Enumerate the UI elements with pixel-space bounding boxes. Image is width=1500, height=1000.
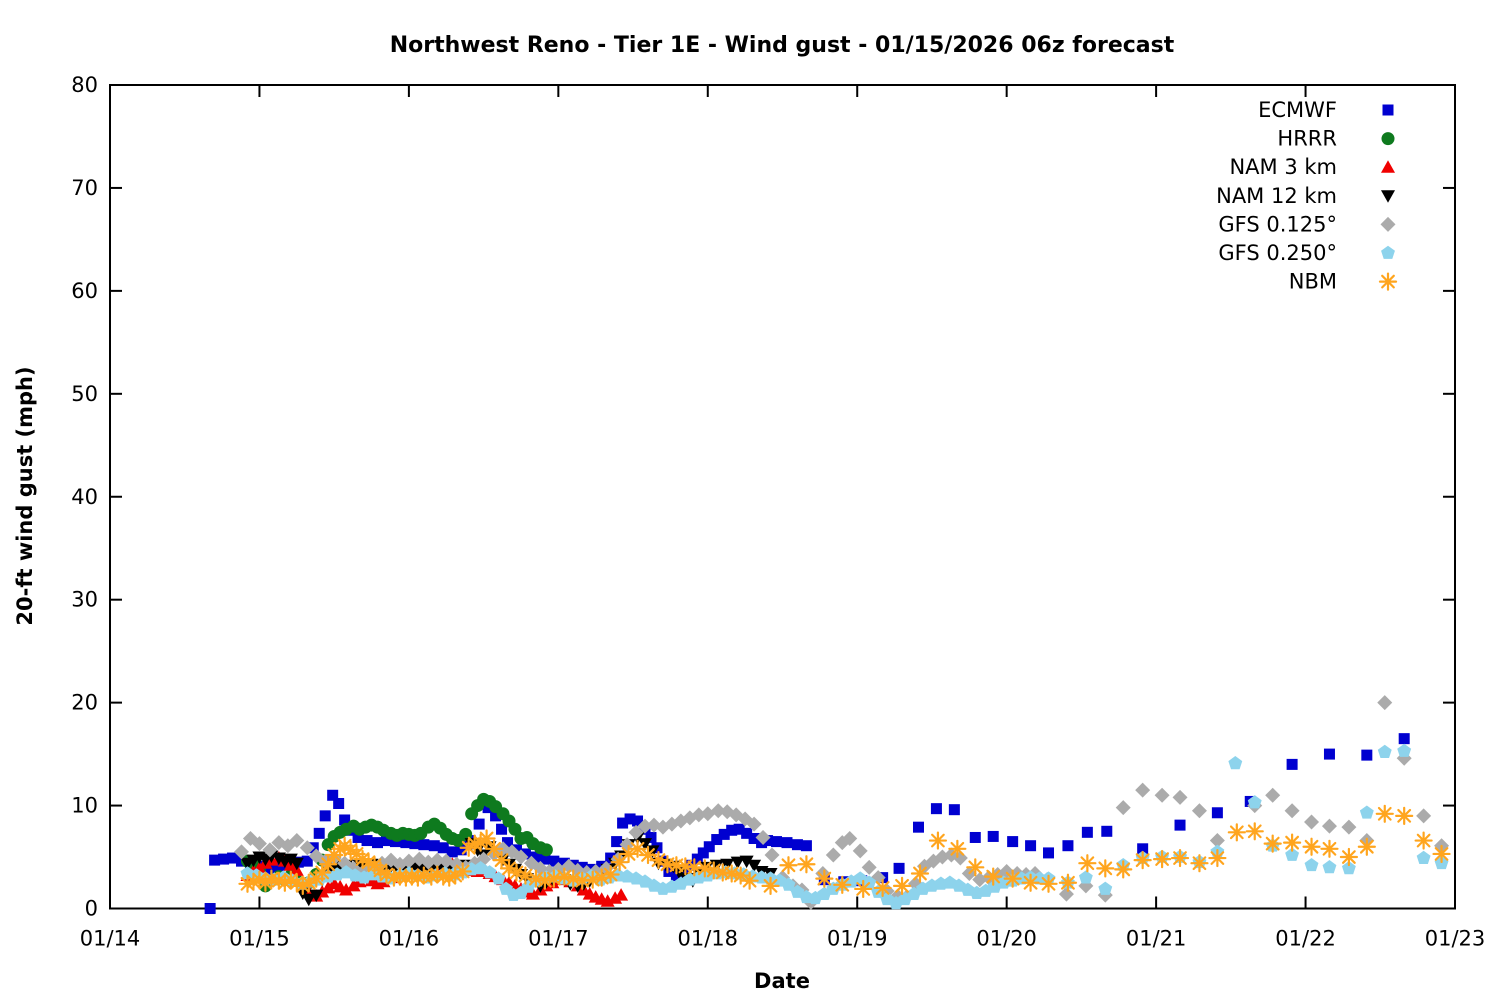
y-tick-label: 40 xyxy=(71,485,98,509)
y-tick-label: 10 xyxy=(71,794,98,818)
legend-label: NBM xyxy=(1289,270,1337,294)
series-nbm xyxy=(238,804,1451,899)
y-tick-label: 20 xyxy=(71,691,98,715)
x-tick-label: 01/22 xyxy=(1275,927,1336,951)
legend-item-gfs-0-125-: GFS 0.125° xyxy=(1218,212,1396,236)
x-tick-label: 01/14 xyxy=(80,927,141,951)
legend-marker-gfs-0-250--icon xyxy=(1381,245,1395,259)
chart-title: Northwest Reno - Tier 1E - Wind gust - 0… xyxy=(390,33,1175,58)
legend-item-nbm: NBM xyxy=(1289,270,1398,294)
legend-marker-hrrr-icon xyxy=(1381,132,1395,146)
legend-label: NAM 12 km xyxy=(1216,184,1337,208)
x-tick-label: 01/15 xyxy=(229,927,290,951)
legend-label: HRRR xyxy=(1277,127,1337,151)
x-tick-label: 01/19 xyxy=(827,927,888,951)
x-tick-label: 01/16 xyxy=(379,927,440,951)
legend-marker-gfs-0-125--icon xyxy=(1380,216,1396,232)
legend-label: NAM 3 km xyxy=(1229,155,1337,179)
x-tick-label: 01/20 xyxy=(976,927,1037,951)
y-tick-label: 80 xyxy=(71,73,98,97)
y-tick-label: 0 xyxy=(85,897,98,921)
legend-item-ecmwf: ECMWF xyxy=(1258,98,1394,122)
y-tick-label: 30 xyxy=(71,588,98,612)
legend: ECMWF HRRR NAM 3 km NAM 12 km GFS 0.125° GFS … xyxy=(1216,98,1398,294)
x-tick-label: 01/23 xyxy=(1425,927,1486,951)
legend-marker-nam-12-km-icon xyxy=(1381,190,1395,203)
legend-label: GFS 0.125° xyxy=(1218,212,1337,236)
x-tick-label: 01/21 xyxy=(1126,927,1187,951)
legend-marker-ecmwf-icon xyxy=(1382,104,1394,116)
y-axis-label: 20-ft wind gust (mph) xyxy=(13,366,37,625)
x-axis-label: Date xyxy=(754,969,810,993)
legend-marker-nam-3-km-icon xyxy=(1381,160,1395,173)
series-points xyxy=(204,695,1451,914)
legend-label: GFS 0.250° xyxy=(1218,241,1337,265)
y-tick-label: 50 xyxy=(71,382,98,406)
y-tick-label: 70 xyxy=(71,176,98,200)
y-tick-label: 60 xyxy=(71,279,98,303)
plot-frame xyxy=(109,84,1456,910)
axis-ticks: 01/14 01/15 01/16 01/17 01/18 01/19 01/20 01/21… xyxy=(71,73,1485,951)
legend-marker-nbm-icon xyxy=(1378,272,1398,291)
legend-item-hrrr: HRRR xyxy=(1277,127,1395,151)
legend-item-nam-3-km: NAM 3 km xyxy=(1229,155,1395,179)
legend-item-nam-12-km: NAM 12 km xyxy=(1216,184,1395,208)
x-tick-label: 01/18 xyxy=(678,927,739,951)
legend-item-gfs-0-250-: GFS 0.250° xyxy=(1218,241,1395,265)
legend-label: ECMWF xyxy=(1258,98,1337,122)
x-tick-label: 01/17 xyxy=(528,927,589,951)
